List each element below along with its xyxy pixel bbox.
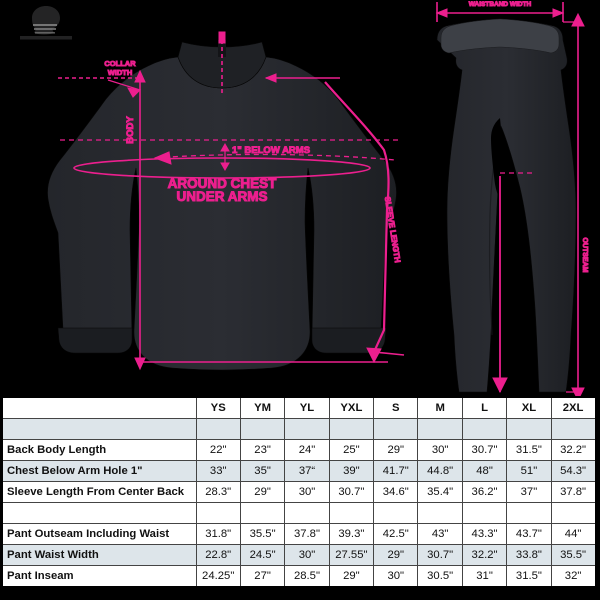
svg-text:UNDER ARMS: UNDER ARMS — [177, 189, 268, 204]
svg-text:WAISTBAND WIDTH: WAISTBAND WIDTH — [469, 1, 532, 8]
svg-text:COLLAR: COLLAR — [104, 59, 136, 68]
svg-text:WIDTH: WIDTH — [108, 68, 133, 77]
svg-text:OUTSEAM: OUTSEAM — [581, 238, 588, 273]
svg-text:1" BELOW ARMS: 1" BELOW ARMS — [232, 145, 310, 156]
